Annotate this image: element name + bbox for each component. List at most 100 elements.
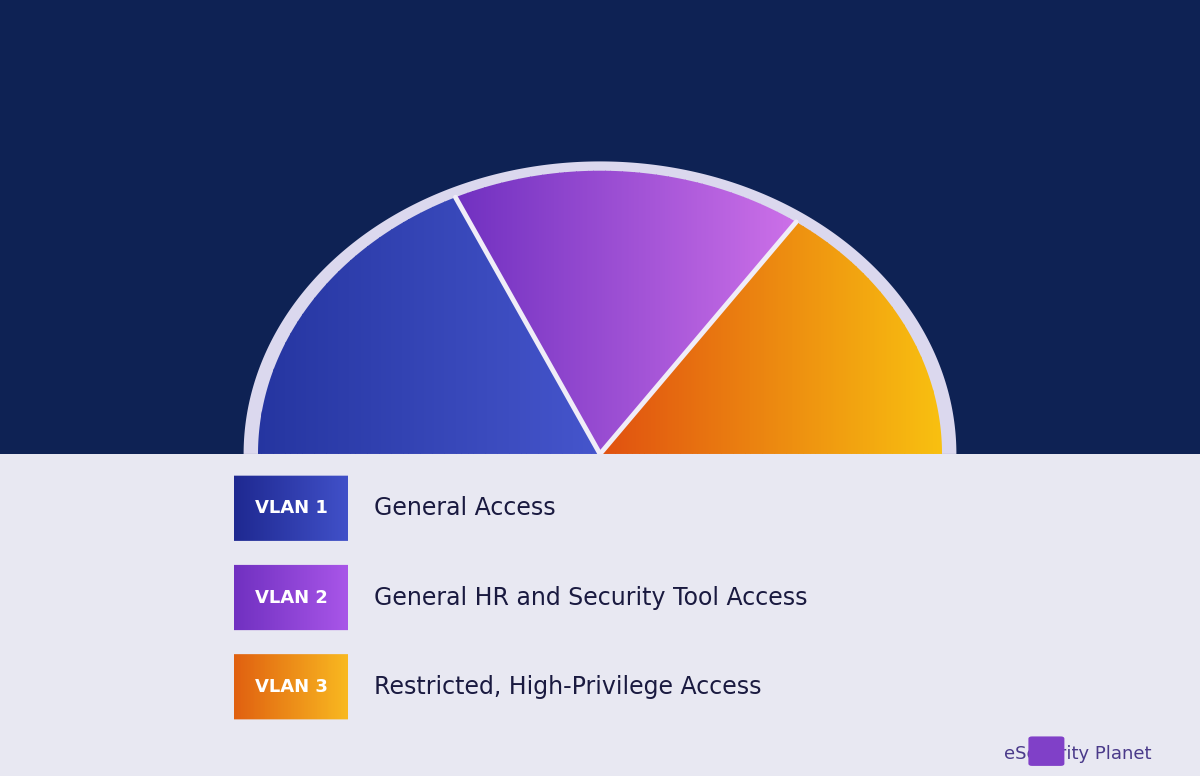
Bar [257,650,258,723]
Bar [676,0,677,776]
Bar [382,0,383,776]
Bar [773,0,774,776]
Bar [0,454,1200,776]
Bar [347,472,348,545]
Bar [836,0,838,776]
Bar [602,0,604,776]
Bar [812,0,814,776]
Bar [468,0,470,776]
Bar [251,472,252,545]
Bar [265,472,266,545]
Bar [594,0,595,776]
Bar [872,0,874,776]
Bar [913,0,914,776]
Text: General HR and Security Tool Access: General HR and Security Tool Access [374,586,808,609]
Bar [592,0,594,776]
Bar [493,0,494,776]
Bar [296,562,298,633]
Bar [436,0,438,776]
Bar [566,0,568,776]
Bar [311,562,312,633]
Bar [434,0,436,776]
Bar [828,0,829,776]
Bar [301,472,302,545]
Bar [607,0,608,776]
Bar [338,650,340,723]
Bar [284,562,286,633]
Bar [749,0,750,776]
Bar [274,0,275,776]
Bar [391,0,394,776]
Bar [312,650,314,723]
Bar [529,0,530,776]
Bar [641,0,643,776]
Bar [524,0,527,776]
Bar [492,0,494,776]
Bar [509,0,511,776]
Bar [791,0,793,776]
Bar [778,0,779,776]
Bar [703,0,704,776]
Bar [258,562,259,633]
Bar [588,0,590,776]
Bar [786,0,788,776]
Bar [625,0,628,776]
Bar [234,472,235,545]
Bar [390,0,391,776]
Bar [658,0,660,776]
Bar [601,0,604,776]
Bar [280,562,281,633]
Bar [482,0,484,776]
Bar [508,0,510,776]
Bar [782,0,785,776]
Bar [298,650,300,723]
Bar [505,0,506,776]
Bar [629,0,631,776]
Bar [552,0,554,776]
Bar [298,0,299,776]
Bar [288,472,289,545]
Bar [455,0,456,776]
Bar [470,0,473,776]
Bar [323,472,324,545]
Bar [412,0,414,776]
Bar [250,650,251,723]
Bar [277,562,278,633]
Bar [320,472,323,545]
Bar [293,472,294,545]
Bar [720,0,721,776]
Bar [264,472,265,545]
Bar [246,650,247,723]
Text: Restricted, High-Privilege Access: Restricted, High-Privilege Access [374,675,762,698]
Bar [337,0,338,776]
Bar [733,0,736,776]
Bar [343,562,346,633]
Bar [241,650,242,723]
Bar [514,0,515,776]
Bar [319,562,320,633]
Bar [576,0,578,776]
Bar [552,0,554,776]
Bar [793,0,794,776]
Bar [673,0,676,776]
Bar [623,0,624,776]
Bar [254,472,256,545]
Bar [792,0,793,776]
Bar [713,0,715,776]
Bar [688,0,689,776]
Bar [816,0,817,776]
Bar [263,562,264,633]
Bar [775,0,778,776]
Bar [536,0,539,776]
Bar [328,472,330,545]
Bar [376,0,378,776]
Bar [899,0,901,776]
Text: VLAN 3: VLAN 3 [254,677,328,696]
Bar [737,0,738,776]
Bar [355,0,358,776]
Bar [0,0,1200,454]
Bar [415,0,418,776]
Bar [328,650,330,723]
Bar [386,0,388,776]
Bar [714,0,716,776]
